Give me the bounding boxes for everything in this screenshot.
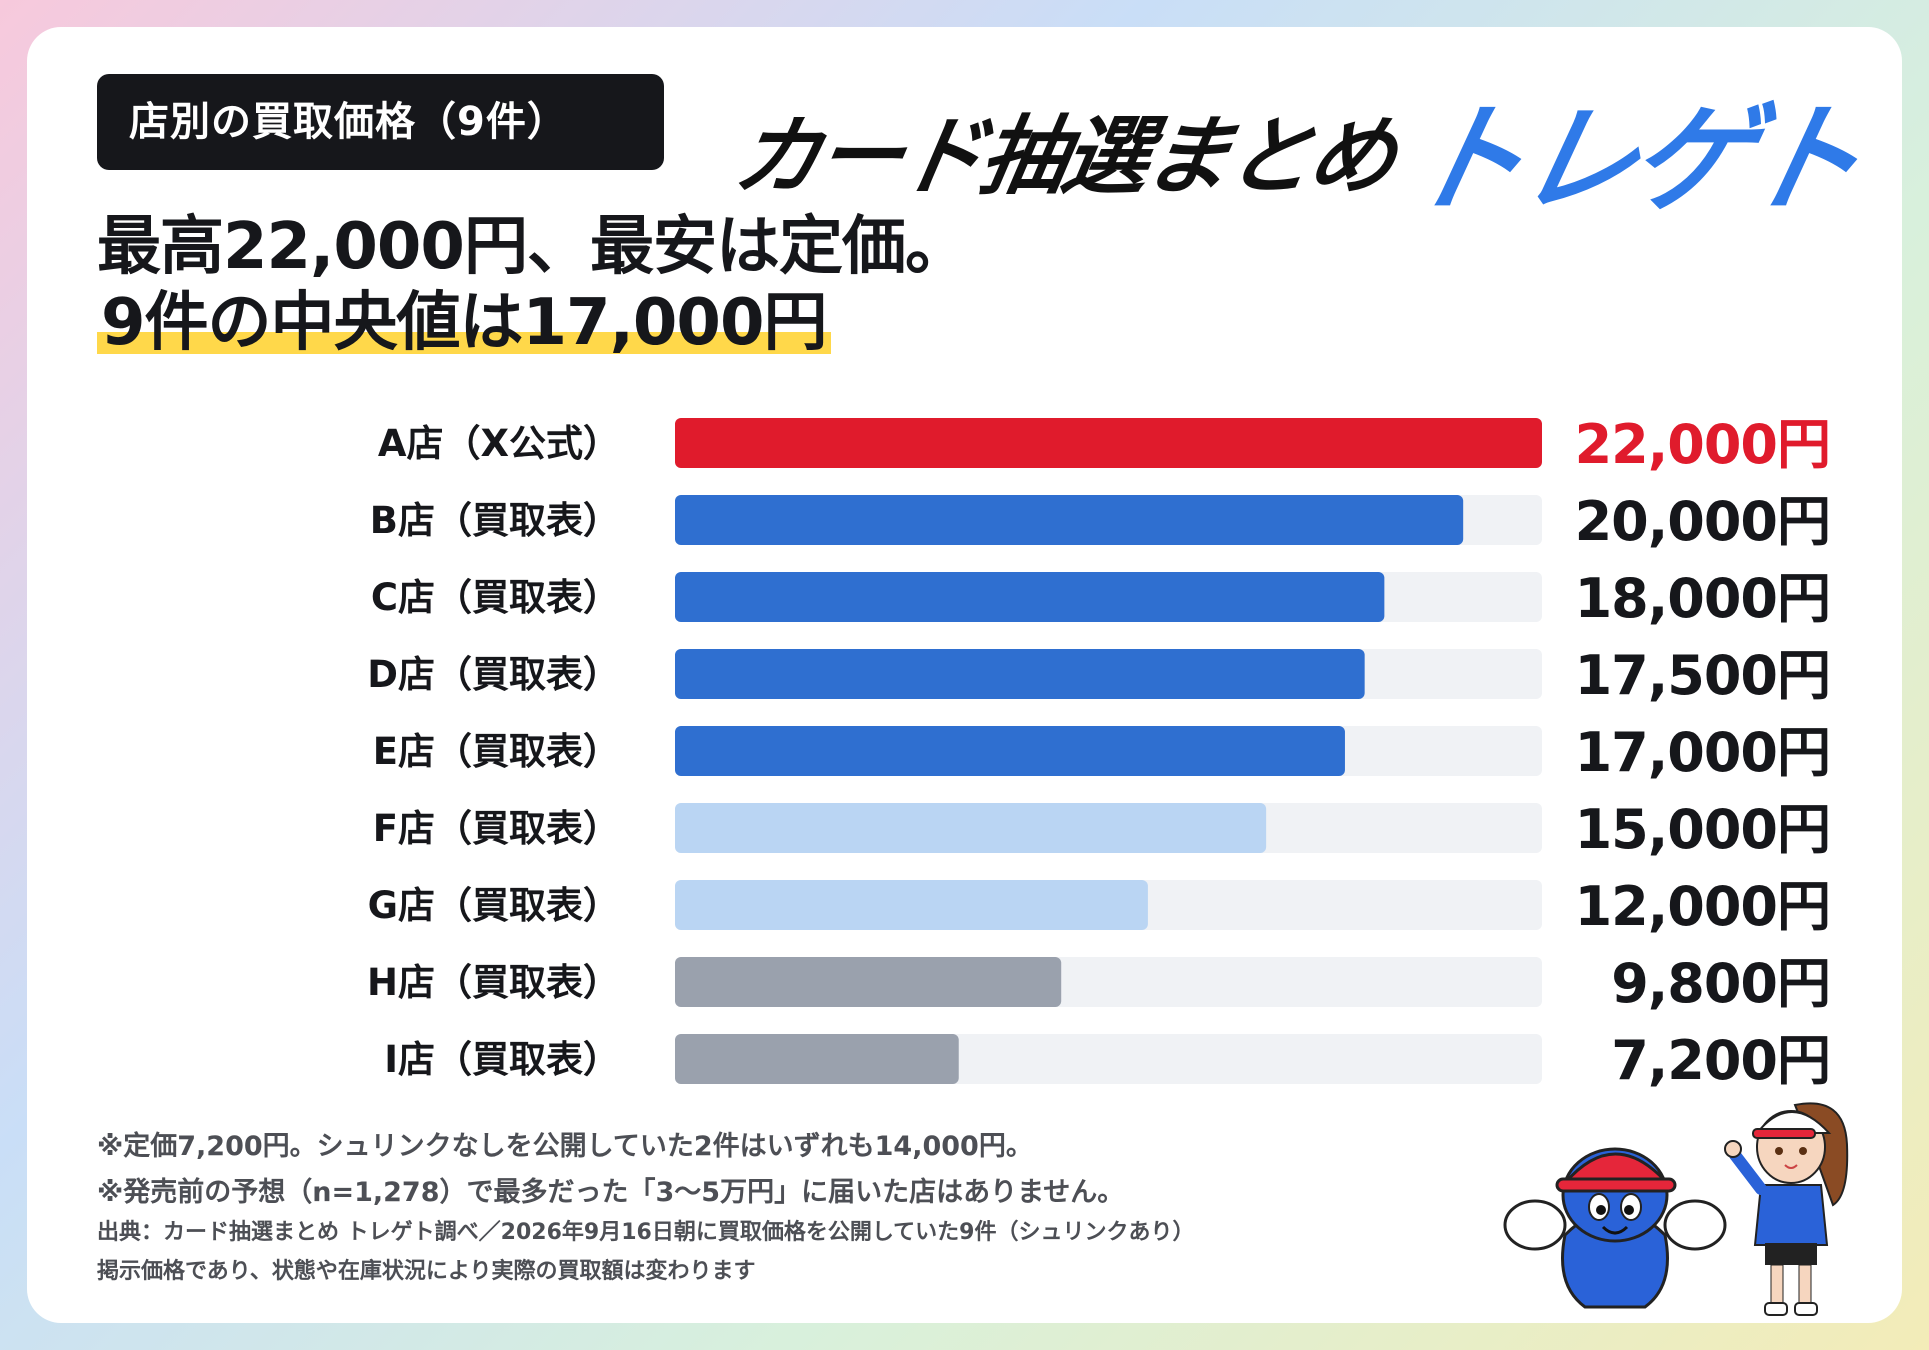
section-tag: 店別の買取価格（9件）	[97, 74, 664, 170]
value-label: 9,800円	[1611, 952, 1830, 1015]
value-label: 20,000円	[1575, 490, 1830, 553]
bar-2	[675, 572, 1385, 622]
bar-3	[675, 649, 1365, 699]
category-label: D店（買取表）	[367, 653, 620, 696]
value-label: 12,000円	[1575, 875, 1830, 938]
value-label: 15,000円	[1575, 798, 1830, 861]
category-label: B店（買取表）	[370, 499, 620, 542]
disclaimer-note: 掲示価格であり、状態や在庫状況により実際の買取額は変わります	[97, 1259, 756, 1284]
value-label: 17,500円	[1575, 644, 1830, 707]
value-label: 22,000円	[1575, 413, 1830, 476]
note-2: ※発売前の予想（n=1,278）で最多だった「3〜5万円」に届いた店はありません…	[97, 1177, 1125, 1208]
mascot-illustration	[1503, 1102, 1849, 1316]
note-1: ※定価7,200円。シュリンクなしを公開していた2件はいずれも14,000円。	[97, 1131, 1033, 1162]
headline-line-2: 9件の中央値は17,000円	[97, 271, 831, 363]
bar-7	[675, 957, 1062, 1007]
bar-5	[675, 803, 1267, 853]
bar-4	[675, 726, 1345, 776]
value-label: 7,200円	[1611, 1029, 1830, 1092]
bar-8	[675, 1034, 959, 1084]
bar-0	[675, 418, 1542, 468]
category-label: E店（買取表）	[373, 730, 620, 773]
category-label: C店（買取表）	[371, 576, 620, 619]
category-label: F店（買取表）	[373, 807, 620, 850]
girl-mascot-icon	[1724, 1102, 1849, 1316]
headline-line-1: 最高22,000円、最安は定価。	[97, 210, 969, 284]
source-note: 出典：カード抽選まとめ トレゲト調べ／2026年9月16日朝に買取価格を公開して…	[97, 1220, 1195, 1245]
category-label: H店（買取表）	[367, 961, 620, 1004]
headline-line-2-text: 9件の中央値は17,000円	[97, 286, 831, 360]
category-label: G店（買取表）	[368, 884, 620, 927]
category-label: A店（X公式）	[378, 422, 620, 465]
bar-1	[675, 495, 1464, 545]
blue-mascot-icon	[1503, 1147, 1727, 1309]
category-label: I店（買取表）	[384, 1038, 620, 1081]
value-label: 18,000円	[1575, 567, 1830, 630]
value-label: 17,000円	[1575, 721, 1830, 784]
bar-6	[675, 880, 1148, 930]
